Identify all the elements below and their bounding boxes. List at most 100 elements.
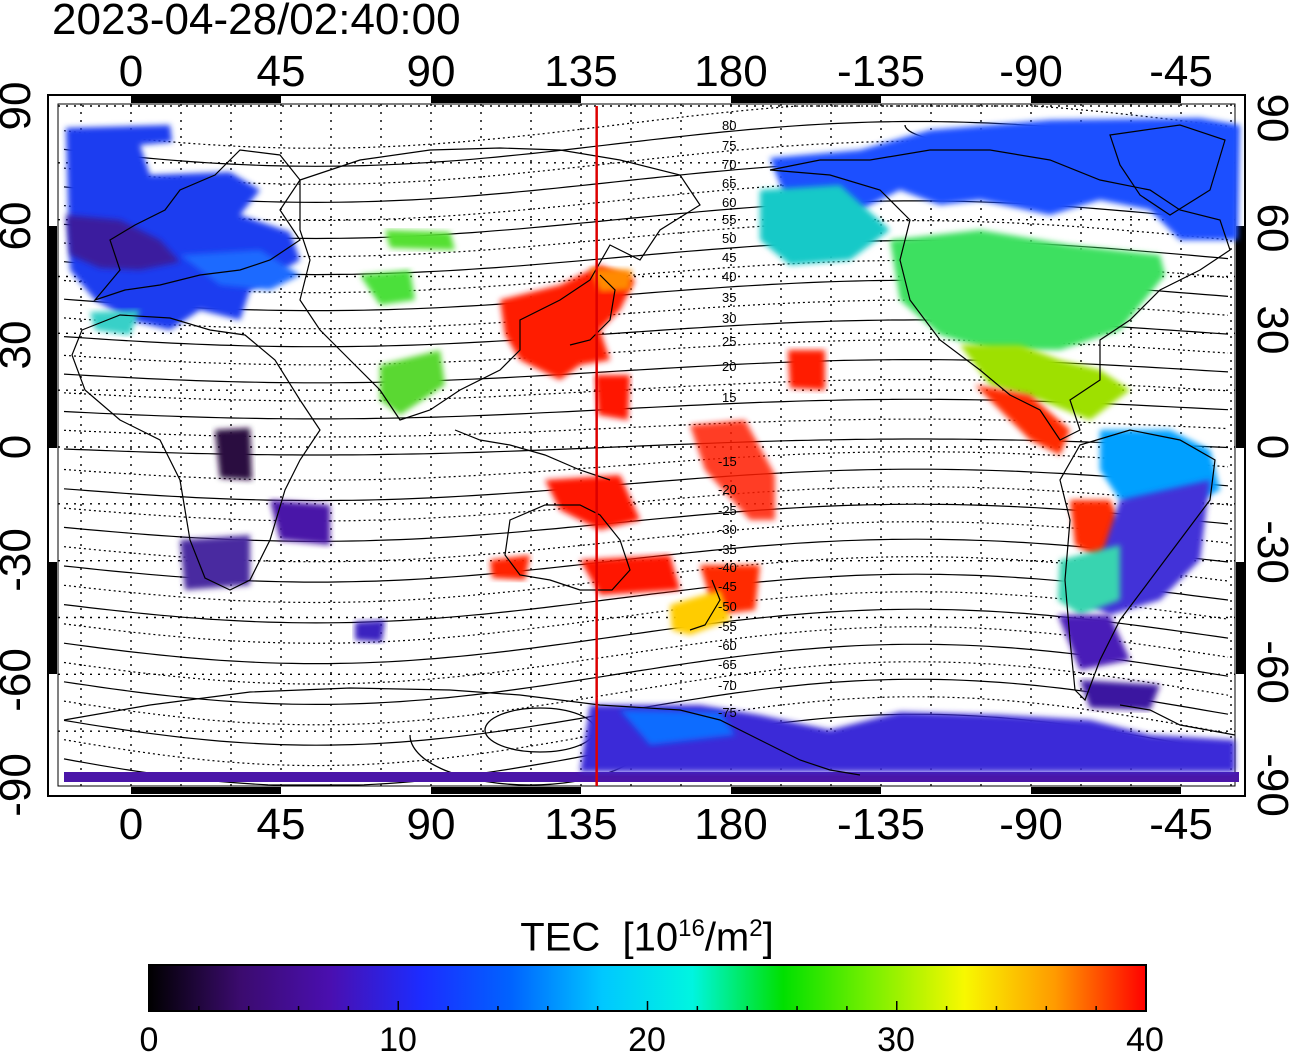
tec-band-antarctic bbox=[64, 772, 1239, 782]
maglat-label-south: -75 bbox=[718, 705, 737, 720]
tec-data-coverage bbox=[64, 118, 1240, 782]
bottom-lon-label: 135 bbox=[544, 800, 618, 849]
tec-patch-africa-west bbox=[215, 428, 252, 480]
maglat-label-north: 40 bbox=[722, 269, 736, 284]
maglat-label-north: 65 bbox=[722, 176, 736, 191]
magnetic-contour bbox=[63, 661, 1229, 726]
colorbar-unit-exponent: 16 bbox=[678, 915, 705, 942]
coast-asia bbox=[299, 147, 701, 421]
magnetic-contour bbox=[63, 643, 1229, 705]
magnetic-contour bbox=[63, 503, 1229, 542]
coast-antarctica-east bbox=[63, 687, 861, 776]
tec-patch-canada bbox=[770, 118, 1240, 240]
maglat-label-north: 25 bbox=[722, 334, 736, 349]
colorbar-tick-label: 0 bbox=[139, 1021, 159, 1059]
top-lon-label: 180 bbox=[694, 47, 768, 96]
tec-patch-central-america bbox=[975, 385, 1070, 455]
tec-patch-hawaii bbox=[788, 350, 825, 390]
magnetic-contour bbox=[63, 573, 1229, 624]
tec-patch-north-africa bbox=[90, 310, 140, 335]
maglat-label-south: -30 bbox=[718, 522, 737, 537]
coast-antarctica-peninsula bbox=[1119, 704, 1236, 736]
maglat-label-south: -60 bbox=[718, 638, 737, 653]
tec-patch-central-pacific bbox=[690, 420, 775, 520]
colorbar-unit-exponent-2: 2 bbox=[749, 915, 763, 942]
colorbar-title-text: TEC bbox=[520, 915, 601, 960]
tec-patch-patagonia bbox=[1058, 615, 1130, 670]
top-lon-label: 135 bbox=[544, 47, 618, 96]
maglat-label-north: 60 bbox=[722, 195, 736, 210]
top-lon-label: -45 bbox=[1149, 47, 1213, 96]
tec-patch-japan-north bbox=[590, 268, 632, 292]
maglat-label-south: -40 bbox=[718, 560, 737, 575]
top-lon-label: 0 bbox=[118, 47, 144, 96]
maglat-label-south: -55 bbox=[718, 619, 737, 634]
coast-new-zealand bbox=[689, 579, 721, 631]
tec-patch-mexico bbox=[960, 345, 1130, 420]
colorbar-title: TEC [1016/m2] bbox=[0, 905, 1294, 961]
maglat-label-south: -35 bbox=[718, 542, 737, 557]
top-lon-label: 90 bbox=[406, 47, 456, 96]
magnetic-contour bbox=[63, 608, 1229, 665]
tec-patch-japan bbox=[500, 265, 635, 380]
tec-patch-australia-west bbox=[490, 555, 530, 580]
colorbar-unit-suffix: ] bbox=[762, 915, 774, 960]
maglat-label-south: -50 bbox=[718, 599, 737, 614]
bottom-lon-label: 45 bbox=[256, 800, 306, 849]
coast-japan bbox=[569, 274, 616, 346]
colorbar-tick-label: 30 bbox=[877, 1021, 915, 1059]
coast-africa bbox=[71, 314, 321, 591]
coast-europe bbox=[93, 149, 301, 302]
maglat-label-south: -45 bbox=[718, 579, 737, 594]
magnetic-contour bbox=[63, 468, 1229, 502]
maglat-label-north: 15 bbox=[722, 390, 736, 405]
coast-south-america bbox=[1059, 429, 1216, 702]
maglat-label-south: -15 bbox=[718, 454, 737, 469]
maglat-label-north: 80 bbox=[722, 118, 736, 133]
tec-patch-south-africa bbox=[180, 535, 250, 590]
map-plot-area bbox=[57, 103, 1236, 787]
coast-australia bbox=[504, 504, 631, 591]
tec-patch-indonesia bbox=[545, 475, 640, 530]
magnetic-contour bbox=[63, 220, 1229, 258]
tec-patch-pacific-west bbox=[595, 375, 630, 420]
top-lon-label: -90 bbox=[999, 47, 1063, 96]
maglat-label-north: 35 bbox=[722, 290, 736, 305]
colorbar-tick-label: 10 bbox=[379, 1021, 417, 1059]
colorbar-unit-prefix: [10 bbox=[622, 915, 679, 960]
tec-patch-nz-south bbox=[670, 590, 730, 635]
maglat-label-south: -20 bbox=[718, 482, 737, 497]
bottom-lon-label: -90 bbox=[999, 800, 1063, 849]
tec-patch-ross-sea bbox=[620, 710, 735, 745]
maglat-label-north: 50 bbox=[722, 231, 736, 246]
maglat-label-north: 70 bbox=[722, 157, 736, 172]
tec-patch-argentina bbox=[1058, 545, 1120, 615]
tec-map: 80 75 70 65 60 55 50 45 40 35 30 25 20 15 -15 -20 -25 -30… bbox=[47, 94, 1246, 797]
frame-ticks bbox=[49, 96, 1244, 794]
maglat-label-south: -70 bbox=[718, 678, 737, 693]
bottom-lon-label: -135 bbox=[836, 800, 926, 849]
tec-patch-madagascar bbox=[270, 500, 330, 545]
colorbar-tick-label: 20 bbox=[628, 1021, 666, 1059]
tec-patch-antarctic-pacific bbox=[580, 705, 1235, 772]
maglat-label-north: 75 bbox=[722, 138, 736, 153]
coast-greenland bbox=[1109, 124, 1226, 216]
timestamp-title: 2023-04-28/02:40:00 bbox=[52, 0, 461, 44]
coastlines bbox=[63, 124, 1236, 776]
colorbar-tick-marks bbox=[198, 1001, 1097, 1011]
maglat-label-south: -25 bbox=[718, 503, 737, 518]
maglat-label-north: 45 bbox=[722, 250, 736, 265]
tec-patch-australia-east bbox=[580, 555, 680, 595]
bottom-lon-label: 0 bbox=[118, 800, 144, 849]
colorbar bbox=[148, 964, 1147, 1012]
bottom-lon-label: 180 bbox=[694, 800, 768, 849]
maglat-label-north: 55 bbox=[722, 212, 736, 227]
bottom-lon-label: 90 bbox=[406, 800, 456, 849]
tec-patch-europe-low bbox=[66, 215, 180, 270]
magnetic-contour bbox=[63, 486, 1229, 522]
magnetic-latitude-labels: 80 75 70 65 60 55 50 45 40 35 30 25 20 15 -15 -20 -25 -30… bbox=[718, 118, 737, 720]
tec-patch-alaska bbox=[760, 185, 890, 265]
coast-north-america bbox=[769, 149, 1231, 441]
magnetic-contour bbox=[63, 626, 1229, 685]
tec-patch-kerguelen bbox=[355, 620, 385, 642]
